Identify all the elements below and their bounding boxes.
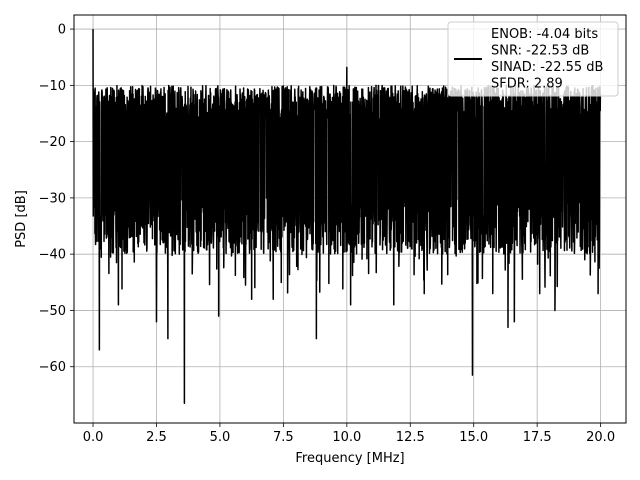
x-tick-label: 0.0 xyxy=(83,430,104,445)
y-tick-label: −20 xyxy=(39,135,66,150)
y-axis-title: PSD [dB] xyxy=(14,190,29,248)
x-tick-label: 15.0 xyxy=(459,430,488,445)
x-tick-label: 12.5 xyxy=(396,430,425,445)
x-axis-ticks: 0.0 2.5 5.0 7.5 10.0 12.5 15.0 17.5 20.0 xyxy=(83,423,615,445)
legend-line-snr: SNR: -22.53 dB xyxy=(491,44,589,59)
y-tick-label: −50 xyxy=(39,304,66,319)
y-tick-label: −60 xyxy=(39,360,66,375)
y-tick-label: −30 xyxy=(39,191,66,206)
legend-line-enob: ENOB: -4.04 bits xyxy=(491,27,598,42)
psd-series-line xyxy=(92,29,602,405)
y-tick-label: −40 xyxy=(39,248,66,263)
y-axis-ticks: 0 −10 −20 −30 −40 −50 −60 xyxy=(39,23,74,375)
plot-area xyxy=(92,29,602,405)
legend: ENOB: -4.04 bits SNR: -22.53 dB SINAD: -… xyxy=(447,21,619,97)
x-tick-label: 7.5 xyxy=(273,430,294,445)
legend-box xyxy=(447,21,619,97)
y-tick-label: −10 xyxy=(39,79,66,94)
y-tick-label: 0 xyxy=(58,23,66,38)
legend-line-sfdr: SFDR: 2.89 xyxy=(491,77,563,92)
x-tick-label: 10.0 xyxy=(332,430,361,445)
x-tick-label: 20.0 xyxy=(586,430,615,445)
plot-frame xyxy=(73,14,627,424)
x-axis-title: Frequency [MHz] xyxy=(295,451,404,466)
x-tick-label: 5.0 xyxy=(210,430,231,445)
x-tick-label: 17.5 xyxy=(523,430,552,445)
legend-line-sinad: SINAD: -22.55 dB xyxy=(491,60,603,75)
x-tick-label: 2.5 xyxy=(146,430,167,445)
